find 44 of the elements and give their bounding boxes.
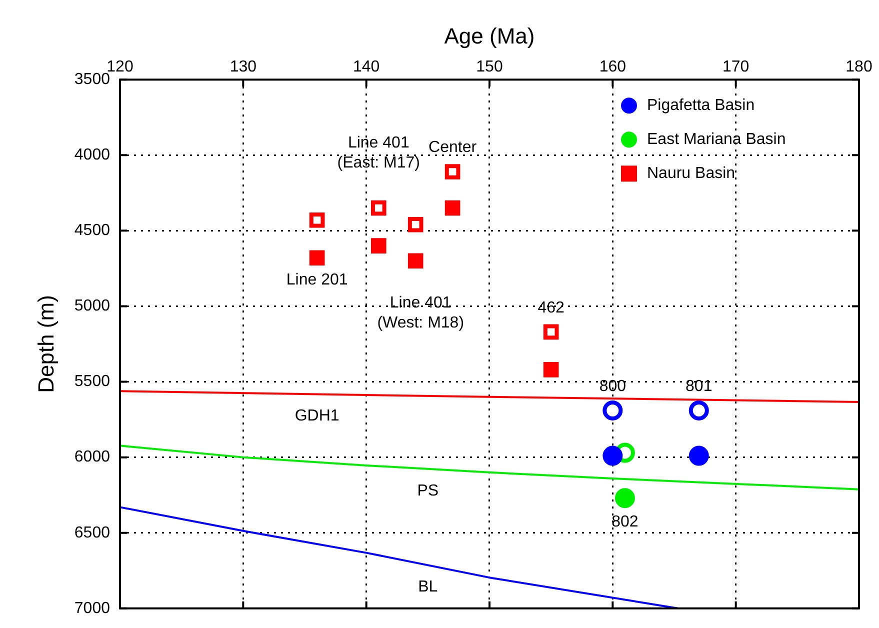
y-tick-label: 4000 [74, 146, 110, 164]
point [543, 324, 559, 340]
y-tick-label: 3500 [74, 71, 110, 88]
point [370, 200, 386, 216]
y-tick-label: 5000 [74, 298, 110, 315]
point [309, 250, 325, 266]
y-tick-label: 4500 [74, 222, 110, 240]
x-axis-title: Age (Ma) [444, 23, 535, 48]
legend-label: Nauru Basin [647, 165, 736, 182]
point [309, 212, 325, 228]
point [602, 446, 623, 466]
annotation: Center [428, 139, 478, 156]
y-tick-label: 7000 [74, 600, 110, 617]
point [602, 400, 623, 420]
legend-label: Pigafetta Basin [647, 97, 755, 114]
y-tick-label: 5500 [74, 373, 110, 390]
annotation: 801 [686, 378, 712, 395]
annotation: Line 201 [286, 271, 348, 288]
x-tick-label: 170 [722, 58, 750, 76]
annotation: BL [418, 578, 438, 596]
point [408, 253, 424, 269]
annotation: 802 [612, 514, 638, 531]
annotation: GDH1 [294, 408, 340, 425]
x-tick-label: 150 [476, 58, 503, 76]
x-tick-label: 130 [230, 58, 257, 76]
y-axis-title: Depth (m) [33, 295, 58, 393]
point [444, 200, 460, 216]
annotation: Line 401 (West: M18) [377, 294, 464, 332]
point [408, 216, 424, 232]
annotation: PS [417, 482, 439, 500]
x-tick-label: 160 [599, 58, 626, 76]
point [543, 362, 559, 378]
point [688, 446, 709, 466]
y-tick-label: 6000 [74, 448, 110, 466]
point [444, 164, 460, 180]
annotation: Line 401 (East: M17) [337, 134, 420, 172]
point [614, 488, 635, 508]
x-tick-label: 180 [846, 58, 872, 76]
y-tick-label: 6500 [74, 524, 110, 542]
annotation: 800 [599, 378, 626, 395]
x-tick-label: 140 [352, 58, 380, 76]
point [688, 400, 709, 420]
point [370, 238, 386, 254]
legend-label: East Mariana Basin [647, 131, 786, 148]
